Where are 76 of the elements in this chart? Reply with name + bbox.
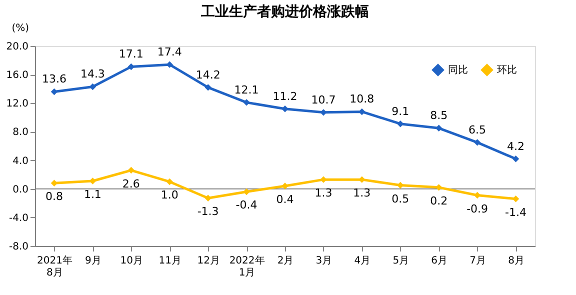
data-label: -1.4 bbox=[505, 206, 527, 219]
point bbox=[243, 188, 250, 196]
data-label: 14.2 bbox=[196, 68, 220, 82]
data-label: 11.2 bbox=[272, 90, 298, 103]
point bbox=[204, 84, 212, 91]
x-tick-label: 2月 bbox=[277, 256, 294, 266]
x-tick-label: 3月 bbox=[316, 256, 332, 266]
point bbox=[128, 63, 135, 70]
point bbox=[474, 192, 481, 199]
data-label: 17.1 bbox=[118, 48, 144, 61]
x-tick-label: 10月 bbox=[120, 256, 144, 266]
point bbox=[320, 176, 327, 183]
x-tick-label: 2021年 8月 bbox=[37, 254, 72, 278]
data-label: -0.4 bbox=[236, 198, 258, 212]
x-tick-label: 11月 bbox=[158, 256, 182, 266]
data-label: 10.8 bbox=[350, 92, 374, 106]
data-label: 14.3 bbox=[80, 68, 105, 81]
x-tick-label: 2022年 1月 bbox=[229, 254, 265, 278]
point bbox=[512, 156, 520, 162]
y-tick-label: 4.0 bbox=[12, 156, 28, 167]
point bbox=[358, 176, 366, 183]
y-tick-label: 12.0 bbox=[6, 98, 28, 110]
data-label: 1.3 bbox=[353, 186, 371, 200]
data-label: 12.1 bbox=[234, 83, 259, 96]
x-tick-label: 4月 bbox=[354, 256, 371, 266]
point bbox=[435, 124, 442, 132]
y-tick-label: 8.0 bbox=[12, 127, 28, 138]
y-tick-label: -8.0 bbox=[8, 242, 28, 252]
y-tick-label: 20.0 bbox=[6, 42, 28, 52]
data-label: 10.7 bbox=[311, 93, 336, 106]
y-tick-label: 16.0 bbox=[6, 70, 28, 82]
data-label: 8.5 bbox=[430, 109, 448, 122]
point bbox=[89, 178, 96, 184]
point bbox=[512, 196, 520, 202]
point bbox=[50, 180, 58, 186]
point bbox=[358, 108, 366, 116]
point bbox=[397, 182, 404, 189]
data-label: 0.2 bbox=[430, 194, 448, 208]
point bbox=[50, 88, 58, 96]
data-label: 0.4 bbox=[276, 193, 294, 206]
point bbox=[320, 109, 327, 116]
x-tick-label: 5月 bbox=[392, 256, 410, 266]
legend-label: 环比 bbox=[497, 64, 517, 76]
data-label: 13.6 bbox=[42, 72, 66, 86]
data-label: 2.6 bbox=[122, 177, 140, 190]
data-label: -0.9 bbox=[466, 202, 488, 216]
x-tick-label: 12月 bbox=[197, 256, 220, 266]
data-label: 0.8 bbox=[45, 190, 63, 204]
data-label: 1.1 bbox=[84, 188, 102, 201]
y-tick-label: -4.0 bbox=[8, 212, 28, 224]
point bbox=[204, 194, 212, 202]
data-label: -1.3 bbox=[197, 205, 219, 218]
data-label: 9.1 bbox=[392, 104, 410, 118]
x-tick-label: 6月 bbox=[431, 256, 448, 266]
x-tick-label: 7月 bbox=[470, 256, 486, 266]
point bbox=[474, 139, 481, 146]
point bbox=[397, 120, 404, 128]
data-label: 1.0 bbox=[160, 188, 178, 202]
legend-label: 同比 bbox=[448, 64, 468, 76]
point bbox=[166, 61, 173, 68]
point bbox=[128, 166, 135, 174]
point bbox=[282, 106, 288, 112]
data-label: 17.4 bbox=[157, 46, 182, 59]
y-axis-title: (%) bbox=[12, 23, 30, 34]
point bbox=[89, 83, 96, 90]
x-tick-label: 9月 bbox=[85, 256, 102, 266]
chart-title: 工业生产者购进价格涨跌幅 bbox=[200, 3, 369, 20]
data-label: 6.5 bbox=[468, 123, 486, 136]
point bbox=[282, 182, 288, 190]
data-label: 4.2 bbox=[507, 140, 525, 153]
point bbox=[243, 99, 250, 106]
y-tick-label: 0.0 bbox=[12, 184, 28, 196]
x-tick-label: 8月 bbox=[508, 256, 524, 266]
point bbox=[166, 178, 173, 186]
data-label: 0.5 bbox=[392, 192, 410, 206]
data-label: 1.3 bbox=[314, 186, 332, 200]
